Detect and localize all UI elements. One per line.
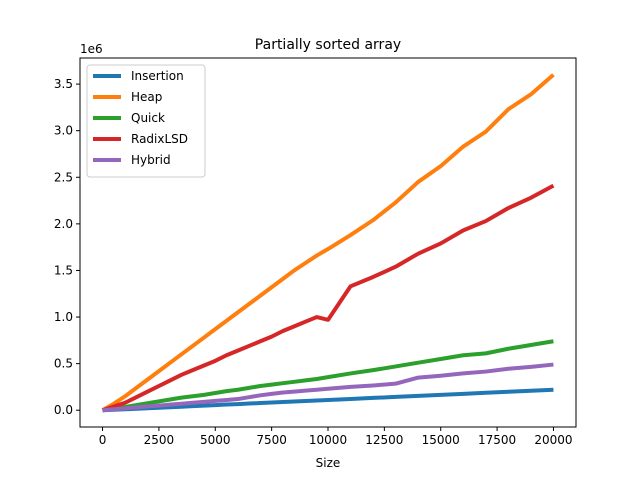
legend: Insertion Heap Quick RadixLSD Hybrid xyxy=(86,64,206,178)
series-line-insertion xyxy=(102,387,554,413)
series-line-quick xyxy=(102,339,554,413)
y-tick-label: 2.5 xyxy=(54,170,73,184)
legend-box xyxy=(86,64,206,178)
x-tick-label: 12500 xyxy=(365,433,403,447)
y-tick-label: 1.0 xyxy=(54,310,73,324)
y-tick-label: 0.0 xyxy=(54,403,73,417)
axes-layer: 0 2500 5000 7500 10000 12500 15000 17500 20000 0.… xyxy=(54,57,577,447)
series-line-heap xyxy=(101,73,555,412)
x-tick-label: 2500 xyxy=(144,433,175,447)
legend-label-insertion: Insertion xyxy=(131,69,184,83)
x-tick-label: 17500 xyxy=(478,433,516,447)
series-line-radixlsd xyxy=(101,183,555,413)
x-tick-label: 10000 xyxy=(309,433,347,447)
chart-title: Partially sorted array xyxy=(255,37,401,53)
legend-label-radixlsd: RadixLSD xyxy=(131,132,188,146)
legend-label-hybrid: Hybrid xyxy=(131,153,171,167)
legend-label-quick: Quick xyxy=(131,111,165,125)
y-tick-label: 2.0 xyxy=(54,217,73,231)
x-tick-label: 20000 xyxy=(534,433,572,447)
y-tick-label: 0.5 xyxy=(54,357,73,371)
y-tick-label: 3.5 xyxy=(54,77,73,91)
y-tick-label: 3.0 xyxy=(54,124,73,138)
x-axis-label: Size xyxy=(316,456,341,470)
x-tick-label: 5000 xyxy=(200,433,231,447)
series-layer xyxy=(101,73,555,413)
legend-label-heap: Heap xyxy=(131,90,162,104)
series-line-hybrid xyxy=(102,362,554,413)
y-offset-label: 1e6 xyxy=(80,42,103,56)
y-tick-label: 1.5 xyxy=(54,263,73,277)
x-tick-label: 7500 xyxy=(256,433,287,447)
x-tick-label: 15000 xyxy=(422,433,460,447)
x-tick-label: 0 xyxy=(99,433,107,447)
